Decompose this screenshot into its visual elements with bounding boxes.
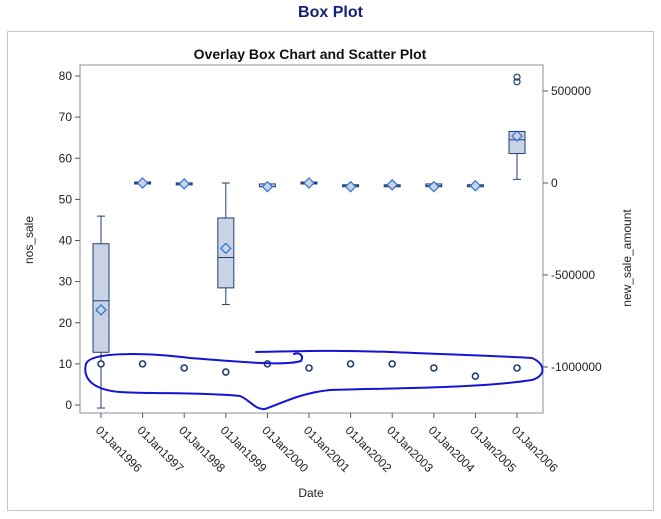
box-mean-marker <box>344 180 357 193</box>
box-outlier <box>513 78 521 86</box>
y-tick-label: 70 <box>59 110 73 124</box>
scatter-point <box>97 360 105 368</box>
scatter-point <box>222 368 230 376</box>
box-mean-marker <box>469 179 482 192</box>
y2-tick-label: -1000000 <box>551 360 602 374</box>
box-mean-marker <box>219 242 232 255</box>
annotation-stroke <box>85 352 304 365</box>
scatter-point <box>180 364 188 372</box>
page-title: Box Plot <box>298 4 363 21</box>
scatter-point <box>429 364 438 372</box>
box-mean-marker <box>95 304 107 316</box>
x-axis-label: Date <box>298 486 324 500</box>
box-mean-marker <box>136 177 149 189</box>
x-axis: 01Jan199601Jan199701Jan199801Jan199901Ja… <box>93 413 561 475</box>
y-tick-label: 10 <box>59 357 73 371</box>
y-tick-label: 60 <box>59 151 73 165</box>
box-mean-marker <box>427 180 440 193</box>
right-axis: -1000000 -500000 0 500000 <box>543 84 602 374</box>
box-outlier <box>513 73 521 81</box>
box-mean-marker <box>511 130 523 142</box>
y2-tick-label: 500000 <box>551 84 591 98</box>
y2-axis-label: new_sale_amount <box>620 209 634 307</box>
left-axis: 0 10 20 30 40 50 60 70 80 <box>59 69 80 412</box>
chart-frame <box>7 31 654 511</box>
scatter-series <box>97 360 521 381</box>
y-tick-label: 30 <box>59 275 73 289</box>
hand-drawn-annotation <box>84 349 544 411</box>
scatter-point <box>346 360 355 368</box>
box-mean-marker <box>178 178 191 190</box>
box-body <box>92 243 110 353</box>
y-tick-label: 20 <box>59 316 73 330</box>
plot-area <box>79 64 544 414</box>
box-mean-marker <box>303 177 315 189</box>
chart-title: Overlay Box Chart and Scatter Plot <box>194 46 427 62</box>
annotation-stroke <box>84 349 544 411</box>
scatter-point <box>471 372 480 381</box>
y2-tick-label: -500000 <box>551 268 595 282</box>
y2-tick-label: 0 <box>551 176 558 190</box>
box-series <box>92 73 526 409</box>
y-axis-label: nos_sale <box>22 216 36 264</box>
y-tick-label: 80 <box>59 69 73 83</box>
scatter-point <box>138 360 147 368</box>
box-mean-marker <box>386 178 399 191</box>
box-mean-marker <box>261 180 274 193</box>
y-tick-label: 40 <box>59 234 73 248</box>
y-tick-label: 0 <box>65 398 72 412</box>
scatter-point <box>305 364 313 372</box>
scatter-point <box>513 364 521 372</box>
y-tick-label: 50 <box>59 192 73 206</box>
scatter-point <box>388 360 397 368</box>
